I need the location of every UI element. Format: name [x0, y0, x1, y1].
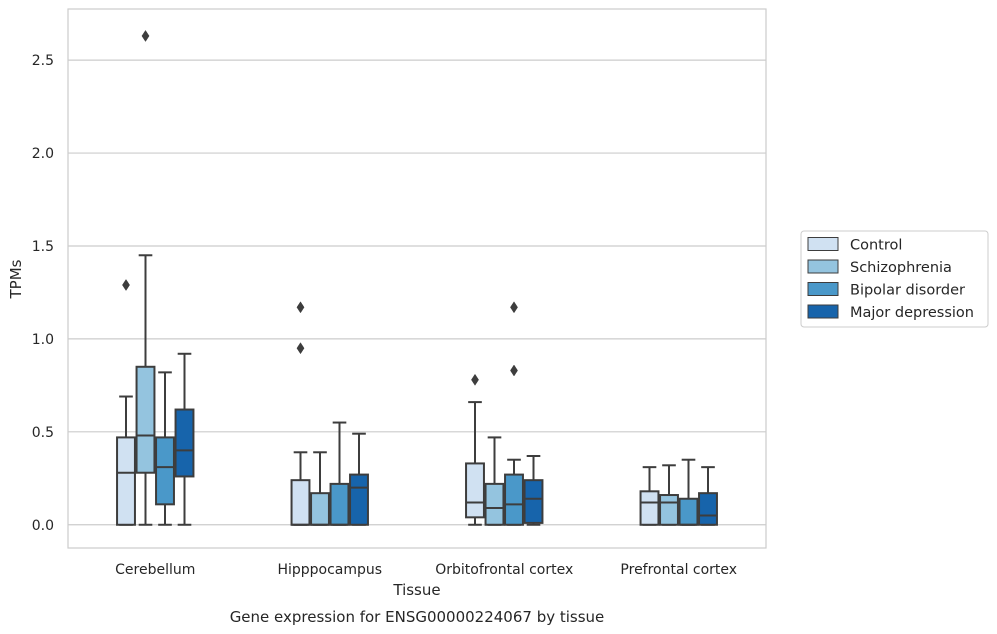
box [116, 279, 136, 526]
y-tick-label: 2.0 [32, 146, 54, 162]
x-axis-ticks: Cerebellum Hipppocampus Orbitofrontal cort… [115, 562, 737, 578]
y-tick-label: 0.0 [32, 518, 54, 534]
legend-swatch [807, 282, 839, 296]
x-axis-label: Tissue [392, 581, 440, 599]
box [135, 29, 156, 526]
box-body [659, 494, 679, 526]
outlier-point [296, 301, 305, 314]
box-body [678, 497, 699, 526]
legend: Control Schizophrenia Bipolar disorder Majo… [800, 230, 989, 328]
box-body [174, 408, 195, 478]
x-tick-label: Hipppocampus [277, 562, 382, 578]
x-tick-label: Cerebellum [115, 562, 195, 578]
y-axis-label: TPMs [7, 259, 25, 299]
box [310, 451, 330, 526]
box [504, 301, 524, 526]
box [155, 371, 175, 526]
box [465, 373, 485, 526]
box [523, 454, 544, 526]
legend-label: Schizophrenia [850, 260, 952, 276]
plot-area [67, 8, 767, 549]
x-tick-label: Orbitofrontal cortex [435, 562, 573, 578]
box-body [698, 492, 718, 526]
box [290, 301, 311, 526]
box-body [116, 436, 136, 526]
y-axis-ticks: 0.0 0.5 1.0 1.5 2.0 2.5 [32, 53, 54, 534]
box [659, 464, 679, 526]
box-body [155, 436, 175, 506]
outlier-point [471, 373, 479, 386]
box-body [465, 462, 485, 519]
outlier-point [141, 29, 150, 42]
legend-swatch [807, 304, 839, 319]
box [678, 458, 699, 526]
box [698, 466, 718, 526]
box-body [135, 365, 156, 474]
outlier-point [296, 342, 305, 355]
legend-frame [800, 230, 989, 328]
box-body [290, 479, 311, 526]
box-body [484, 482, 505, 526]
box [349, 432, 369, 526]
boxes [116, 29, 718, 526]
box [639, 466, 660, 526]
legend-label: Control [850, 238, 902, 254]
box-body [329, 482, 350, 526]
box [174, 352, 195, 526]
y-tick-label: 1.0 [32, 332, 54, 348]
box-body [523, 479, 544, 524]
x-tick-label: Prefrontal cortex [620, 562, 737, 578]
legend-label: Bipolar disorder [850, 283, 965, 299]
y-tick-label: 0.5 [32, 425, 54, 441]
chart-caption: Gene expression for ENSG00000224067 by t… [230, 608, 605, 626]
box [329, 421, 350, 526]
outlier-point [510, 301, 518, 314]
box-body [310, 492, 330, 526]
outlier-point [510, 364, 518, 377]
legend-swatch [807, 237, 839, 251]
legend-swatch [807, 259, 839, 274]
box-body [639, 490, 660, 526]
legend-label: Major depression [850, 305, 974, 321]
box [484, 436, 505, 526]
box-body [504, 473, 524, 526]
box-body [349, 473, 369, 526]
y-tick-label: 2.5 [32, 53, 54, 69]
outlier-point [122, 279, 130, 291]
y-tick-label: 1.5 [32, 239, 54, 255]
